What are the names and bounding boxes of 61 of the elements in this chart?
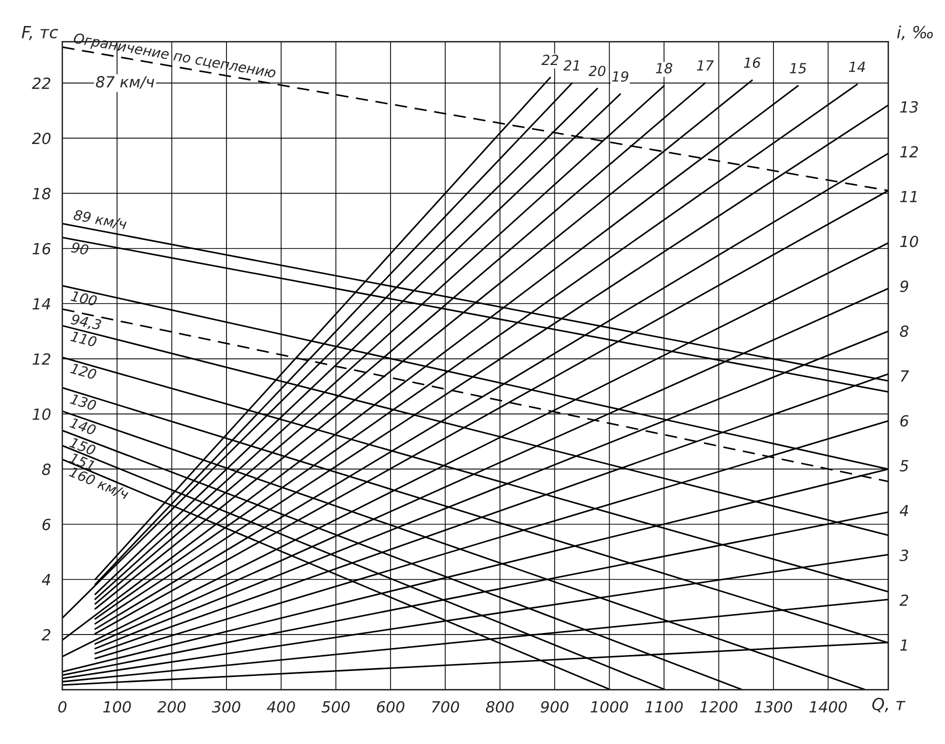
x-tick-label: 900 [540,701,568,713]
y2-tick-label: 7 [900,370,909,382]
y-axis-title: F, тс [22,26,58,40]
x-tick-label: 0 [58,701,66,713]
series-label: 21 [563,60,579,70]
y-tick-label: 16 [32,242,51,254]
series-label: 22 [541,54,558,65]
x-tick-label: 300 [212,701,240,713]
series-label: 19 [612,71,628,82]
series-label: 17 [696,60,714,70]
y2-tick-label: 1 [900,640,907,651]
y2-tick-label: 3 [899,550,908,562]
series-label: 14 [848,62,865,72]
text: 140 [69,417,97,436]
text: 90 [70,242,89,256]
text: 110 [70,330,98,348]
y-tick-label: 12 [32,353,50,365]
x-tick-label: 1000 [590,701,628,713]
x-tick-label: 800 [486,701,514,713]
x-tick-label: 600 [376,701,404,713]
y-tick-label: 10 [32,408,50,420]
y2-tick-label: 10 [900,236,918,248]
series-label: 20 [588,66,606,76]
y-tick-label: 2 [42,629,50,640]
text: 100 [70,290,98,306]
y2-tick-label: 12 [900,146,918,158]
y2-tick-label: 8 [900,325,908,337]
annotation: 87 км/ч [96,76,154,89]
y-tick-label: 18 [32,188,51,200]
y-tick-label: 4 [42,574,50,586]
y2-tick-label: 4 [900,504,908,516]
x-tick-label: 400 [266,701,295,713]
x-tick-label: 1200 [700,701,738,713]
y2-axis-title: i, ‰ [897,26,933,40]
y-tick-label: 8 [42,464,51,476]
x-tick-label: 1400 [809,701,847,713]
y2-tick-label: 5 [900,460,908,472]
text: 150 [69,436,96,456]
series-label: 18 [656,62,672,74]
y-tick-label: 14 [32,298,50,310]
series-label: 16 [744,57,760,68]
x-tick-label: 100 [103,701,131,713]
y-tick-label: 22 [32,77,50,89]
y-tick-label: 6 [42,518,51,530]
y2-tick-label: 6 [900,415,908,427]
y2-tick-label: 11 [900,191,917,202]
text: 89 км/ч [73,209,128,231]
y2-tick-label: 2 [899,594,908,606]
x-tick-label: 1300 [754,701,792,713]
y-tick-label: 20 [32,132,50,144]
x-tick-label: 700 [432,701,460,713]
x-axis-title: Q, т [872,698,906,712]
series-label: 15 [790,63,806,74]
text: 130 [70,393,97,411]
y2-tick-label: 13 [900,101,918,113]
x-tick-label: 200 [157,701,186,713]
text: 94,3 [70,314,102,332]
x-tick-label: 500 [322,701,350,713]
text: 120 [70,362,98,380]
x-tick-label: 1100 [645,701,683,713]
y2-tick-label: 9 [900,280,908,292]
